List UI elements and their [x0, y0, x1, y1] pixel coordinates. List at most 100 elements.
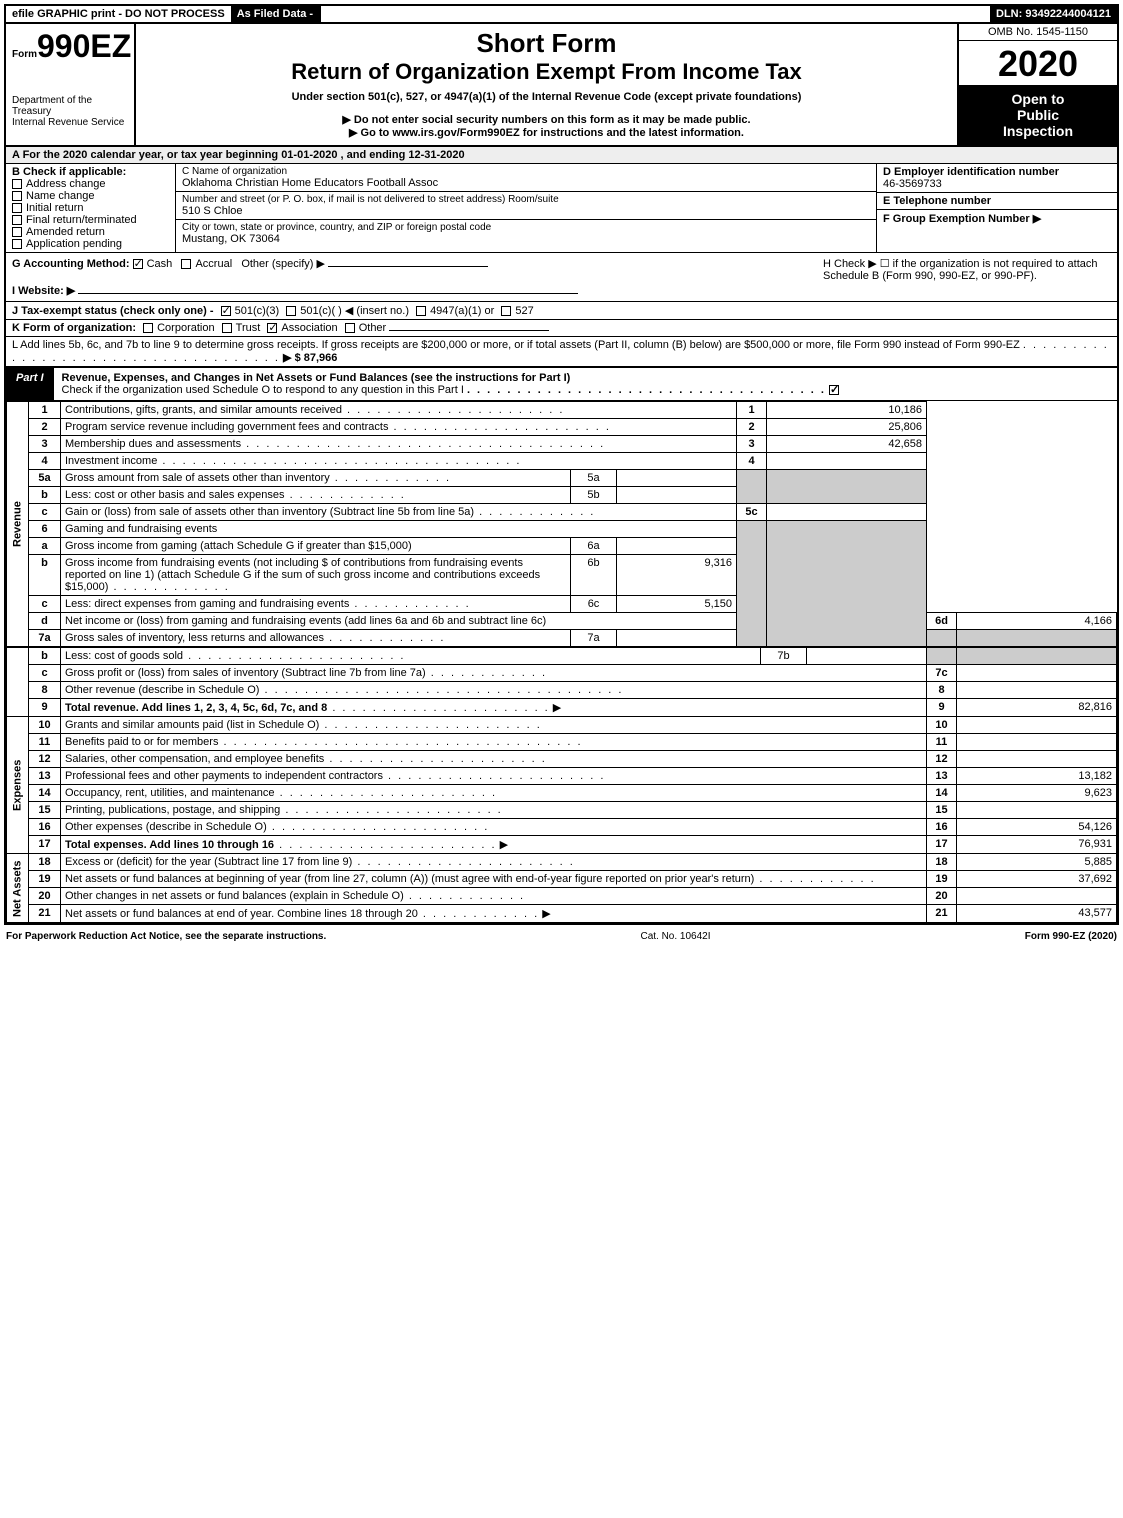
ln-9-desc: Total revenue. Add lines 1, 2, 3, 4, 5c,… [65, 702, 327, 714]
ln-6b-sub: 6b [571, 555, 617, 596]
chk-amended-return[interactable]: Amended return [12, 226, 169, 238]
g-cash: Cash [147, 258, 173, 270]
footer-catno: Cat. No. 10642I [326, 931, 1024, 942]
website-input[interactable] [78, 293, 578, 294]
omb-number: OMB No. 1545-1150 [959, 24, 1117, 41]
chk-corporation[interactable] [143, 323, 153, 333]
part-i-sub: Check if the organization used Schedule … [62, 384, 464, 396]
chk-cash[interactable] [133, 259, 143, 269]
open-line1: Open to [963, 91, 1113, 107]
ln-7c-val [957, 665, 1117, 682]
side-revenue: Revenue [7, 402, 29, 647]
line-5c: cGain or (loss) from sale of assets othe… [7, 504, 1117, 521]
g-label: G Accounting Method: [12, 258, 130, 270]
org-address: 510 S Chloe [182, 205, 870, 217]
chk-final-return[interactable]: Final return/terminated [12, 214, 169, 226]
part-i-table: Revenue 1 Contributions, gifts, grants, … [6, 401, 1117, 647]
line-19: 19Net assets or fund balances at beginni… [7, 871, 1117, 888]
ln-6c-desc: Less: direct expenses from gaming and fu… [65, 598, 349, 610]
dept-treasury: Department of the Treasury [12, 95, 128, 117]
section-gi-left: G Accounting Method: Cash Accrual Other … [6, 253, 817, 301]
c-label: C Name of organization [182, 166, 870, 177]
chk-other[interactable] [345, 323, 355, 333]
e-label: E Telephone number [883, 195, 1111, 207]
chk-accrual[interactable] [181, 259, 191, 269]
open-to-public: Open to Public Inspection [959, 85, 1117, 145]
org-city: Mustang, OK 73064 [182, 233, 870, 245]
line-6: 6Gaming and fundraising events [7, 521, 1117, 538]
opt-final-return: Final return/terminated [26, 214, 137, 226]
ln-5c-val [767, 504, 927, 521]
ln-4-val [767, 453, 927, 470]
section-subtitle: Under section 501(c), 527, or 4947(a)(1)… [144, 91, 949, 103]
header-center: Short Form Return of Organization Exempt… [136, 24, 957, 145]
section-ghi: G Accounting Method: Cash Accrual Other … [6, 253, 1117, 302]
ln-5b-sub: 5b [571, 487, 617, 504]
ln-19-desc: Net assets or fund balances at beginning… [65, 873, 754, 885]
footer-formnum: Form 990-EZ (2020) [1025, 931, 1117, 942]
ln-12-desc: Salaries, other compensation, and employ… [65, 753, 324, 765]
section-l: L Add lines 5b, 6c, and 7b to line 9 to … [6, 337, 1117, 368]
line-8: 8Other revenue (describe in Schedule O) … [7, 682, 1117, 699]
g-other-input[interactable] [328, 266, 488, 267]
ln-16-val: 54,126 [957, 819, 1117, 836]
line-9: 9Total revenue. Add lines 1, 2, 3, 4, 5c… [7, 699, 1117, 717]
chk-initial-return[interactable]: Initial return [12, 202, 169, 214]
h-text: H Check ▶ ☐ if the organization is not r… [823, 257, 1111, 282]
chk-527[interactable] [501, 306, 511, 316]
side-expenses: Expenses [7, 717, 29, 854]
ln-7a-desc: Gross sales of inventory, less returns a… [65, 632, 324, 644]
ln-5c-desc: Gain or (loss) from sale of assets other… [65, 506, 474, 518]
line-15: 15Printing, publications, postage, and s… [7, 802, 1117, 819]
efile-label: efile GRAPHIC print - DO NOT PROCESS [6, 6, 231, 22]
ln-9-val: 82,816 [957, 699, 1117, 717]
chk-501c[interactable] [286, 306, 296, 316]
g-other: Other (specify) ▶ [241, 258, 325, 270]
top-bar: efile GRAPHIC print - DO NOT PROCESS As … [6, 6, 1117, 24]
open-line3: Inspection [963, 123, 1113, 139]
ln-14-val: 9,623 [957, 785, 1117, 802]
chk-address-change[interactable]: Address change [12, 178, 169, 190]
k-other-input[interactable] [389, 330, 549, 331]
chk-application-pending[interactable]: Application pending [12, 238, 169, 250]
line-6c: cLess: direct expenses from gaming and f… [7, 596, 1117, 613]
line-17: 17Total expenses. Add lines 10 through 1… [7, 836, 1117, 854]
l-text: L Add lines 5b, 6c, and 7b to line 9 to … [12, 339, 1020, 351]
section-bcdef: B Check if applicable: Address change Na… [6, 164, 1117, 253]
part-i-desc: Revenue, Expenses, and Changes in Net As… [54, 368, 851, 400]
ln-3-val: 42,658 [767, 436, 927, 453]
return-title: Return of Organization Exempt From Incom… [144, 59, 949, 85]
ln-17-desc: Total expenses. Add lines 10 through 16 [65, 839, 274, 851]
section-j: J Tax-exempt status (check only one) - 5… [6, 302, 1117, 320]
ln-7b-sub: 7b [761, 648, 807, 665]
d-label: D Employer identification number [883, 166, 1111, 178]
chk-4947[interactable] [416, 306, 426, 316]
ln-21-desc: Net assets or fund balances at end of ye… [65, 908, 418, 920]
section-b-label: B Check if applicable: [12, 166, 169, 178]
line-1: Revenue 1 Contributions, gifts, grants, … [7, 402, 1117, 419]
part-i-label: Part I [6, 368, 54, 400]
form-word: Form [12, 49, 37, 60]
chk-association[interactable] [267, 323, 277, 333]
chk-part-i-schedule-o[interactable] [829, 385, 839, 395]
ln-18-desc: Excess or (deficit) for the year (Subtra… [65, 856, 352, 868]
ln-4-desc: Investment income [65, 455, 157, 467]
part-i-table-cont: . bLess: cost of goods sold 7b cGross pr… [6, 647, 1117, 923]
chk-trust[interactable] [222, 323, 232, 333]
chk-501c3[interactable] [221, 306, 231, 316]
k-assoc: Association [281, 322, 337, 334]
line-5b: bLess: cost or other basis and sales exp… [7, 487, 1117, 504]
section-a-tax-year: A For the 2020 calendar year, or tax yea… [6, 147, 1117, 164]
ln-8-val [957, 682, 1117, 699]
line-5a: 5aGross amount from sale of assets other… [7, 470, 1117, 487]
ln-1-val: 10,186 [767, 402, 927, 419]
line-13: 13Professional fees and other payments t… [7, 768, 1117, 785]
line-4: 4Investment income 4 [7, 453, 1117, 470]
ln-20-val [957, 888, 1117, 905]
ln-6d-val: 4,166 [957, 613, 1117, 630]
dept-irs: Internal Revenue Service [12, 117, 128, 128]
ln-13-desc: Professional fees and other payments to … [65, 770, 383, 782]
ssn-warning: ▶ Do not enter social security numbers o… [144, 113, 949, 126]
chk-name-change[interactable]: Name change [12, 190, 169, 202]
k-corp: Corporation [157, 322, 214, 334]
